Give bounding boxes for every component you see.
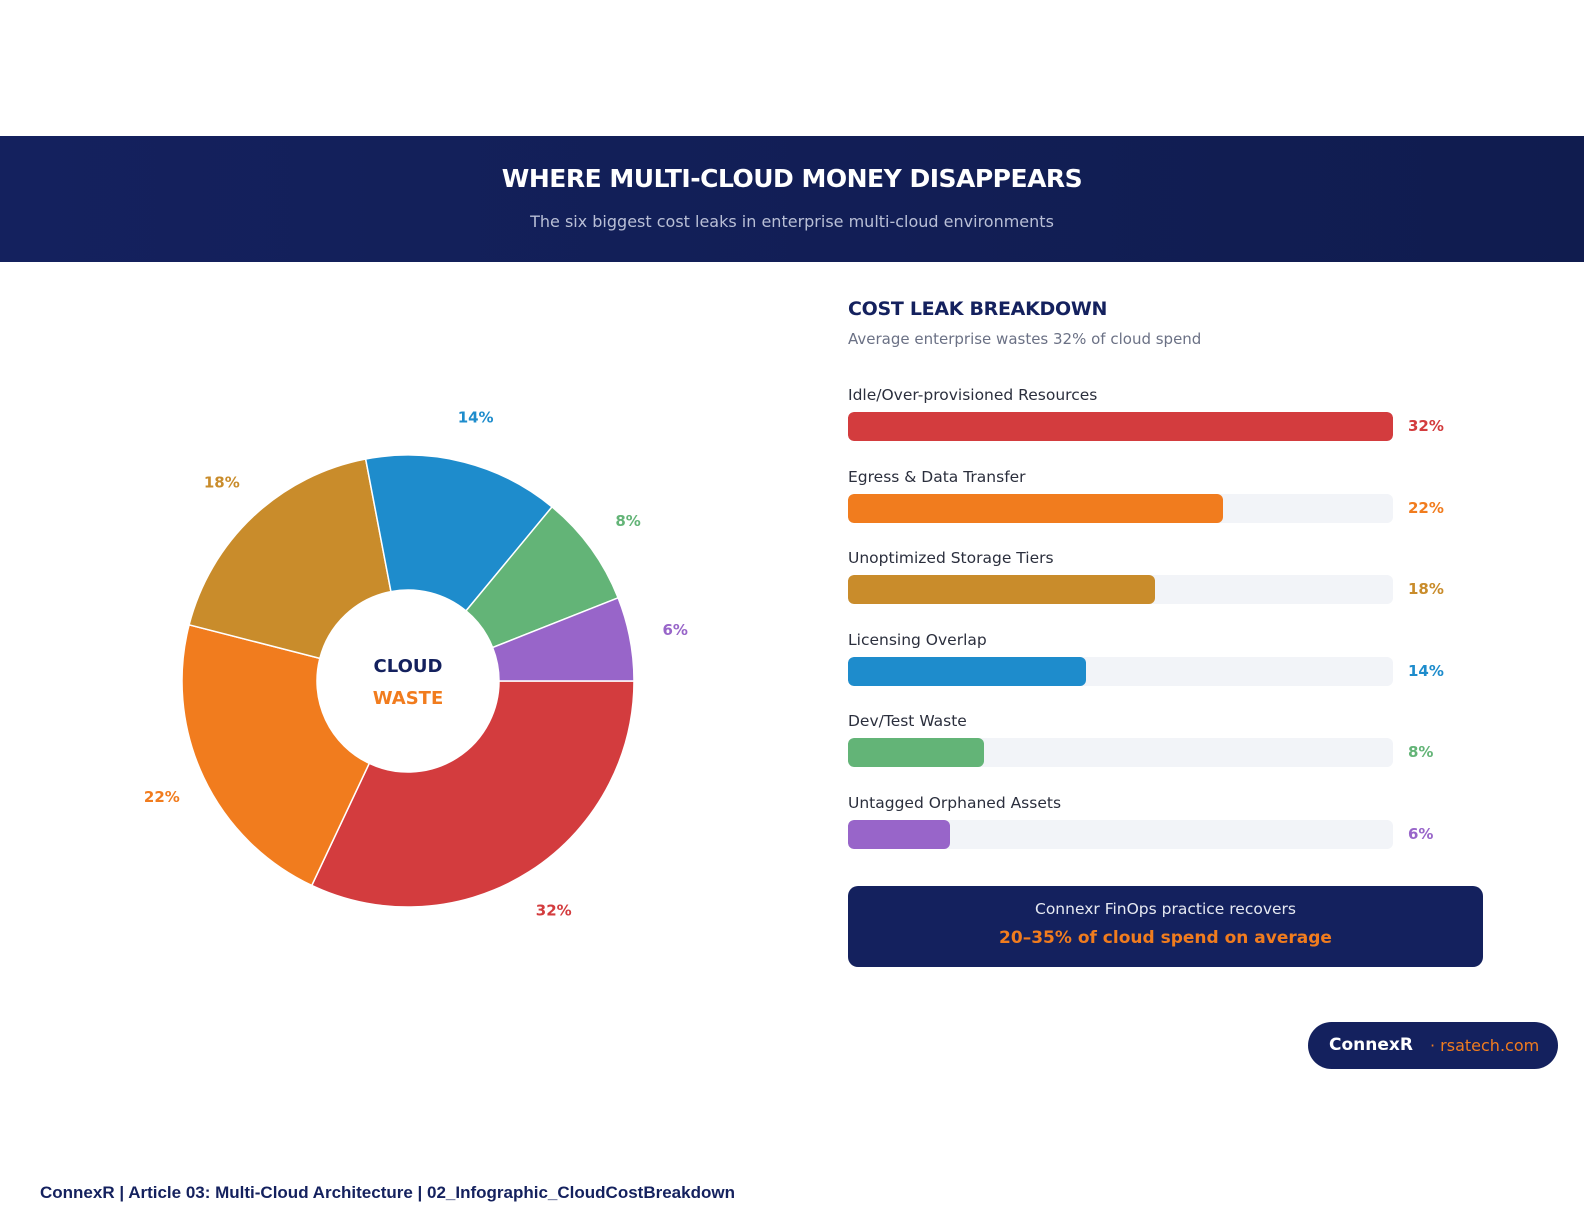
- bar-fill: [848, 494, 1223, 523]
- bar-fill: [848, 657, 1086, 686]
- footer-caption: ConnexR | Article 03: Multi-Cloud Archit…: [40, 1183, 735, 1203]
- header-banner: [0, 136, 1584, 262]
- callout-box: Connexr FinOps practice recovers 20–35% …: [848, 886, 1483, 967]
- bar-row: Idle/Over-provisioned Resources 32%: [848, 386, 1468, 456]
- bar-label: Licensing Overlap: [848, 631, 987, 649]
- bar-row: Licensing Overlap 14%: [848, 631, 1468, 701]
- bar-fill: [848, 738, 984, 767]
- breakdown-title: COST LEAK BREAKDOWN: [848, 298, 1107, 320]
- bar-fill: [848, 575, 1155, 604]
- donut-chart: 32% 22% 18% 14% 8% 6% CLOUD WASTE: [0, 262, 820, 982]
- bar-value: 18%: [1408, 580, 1444, 598]
- bar-track: [848, 657, 1393, 686]
- donut-slice-label: 14%: [458, 409, 494, 427]
- bar-label: Unoptimized Storage Tiers: [848, 549, 1054, 567]
- callout-highlight: 20–35% of cloud spend on average: [848, 928, 1483, 948]
- bar-track: [848, 575, 1393, 604]
- bar-value: 6%: [1408, 825, 1433, 843]
- callout-text: Connexr FinOps practice recovers: [848, 900, 1483, 918]
- page-subtitle: The six biggest cost leaks in enterprise…: [0, 212, 1584, 231]
- donut-slice-label: 6%: [662, 621, 687, 639]
- page-title: WHERE MULTI-CLOUD MONEY DISAPPEARS: [0, 164, 1584, 193]
- bar-label: Egress & Data Transfer: [848, 468, 1026, 486]
- donut-slice-label: 32%: [536, 902, 572, 920]
- bar-row: Untagged Orphaned Assets 6%: [848, 794, 1468, 864]
- bar-track: [848, 738, 1393, 767]
- bar-value: 14%: [1408, 662, 1444, 680]
- bar-value: 22%: [1408, 499, 1444, 517]
- bar-fill: [848, 412, 1393, 441]
- bar-track: [848, 412, 1393, 441]
- bar-label: Idle/Over-provisioned Resources: [848, 386, 1097, 404]
- bar-label: Dev/Test Waste: [848, 712, 967, 730]
- donut-slice: [312, 681, 634, 907]
- donut-center-label: CLOUD: [374, 656, 443, 677]
- bar-track: [848, 494, 1393, 523]
- donut-slice-label: 18%: [204, 474, 240, 492]
- donut-slice-label: 8%: [615, 512, 640, 530]
- bar-row: Unoptimized Storage Tiers 18%: [848, 549, 1468, 619]
- brand-name: ConnexR: [1329, 1035, 1413, 1055]
- bar-row: Dev/Test Waste 8%: [848, 712, 1468, 782]
- bar-row: Egress & Data Transfer 22%: [848, 468, 1468, 538]
- bar-value: 8%: [1408, 743, 1433, 761]
- breakdown-subtitle: Average enterprise wastes 32% of cloud s…: [848, 330, 1201, 348]
- brand-site: · rsatech.com: [1430, 1036, 1539, 1055]
- bar-fill: [848, 820, 950, 849]
- bar-value: 32%: [1408, 417, 1444, 435]
- bar-label: Untagged Orphaned Assets: [848, 794, 1061, 812]
- brand-badge: ConnexR · rsatech.com: [1308, 1022, 1558, 1069]
- donut-slice-label: 22%: [144, 788, 180, 806]
- donut-center-label: WASTE: [373, 688, 444, 709]
- bar-track: [848, 820, 1393, 849]
